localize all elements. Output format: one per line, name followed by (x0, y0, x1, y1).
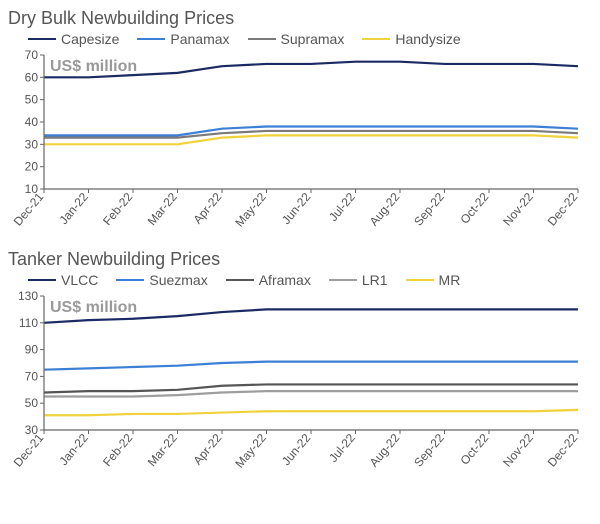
x-tick-label: Oct-22 (457, 431, 491, 468)
legend-label: Suezmax (149, 272, 207, 288)
legend-swatch (28, 279, 56, 281)
legend-item: Supramax (248, 31, 345, 47)
legend-swatch (137, 38, 165, 40)
x-tick-label: May-22 (232, 190, 269, 229)
chart-svg: 30507090110130Dec-21Jan-22Feb-22Mar-22Ap… (8, 290, 588, 470)
legend-item: VLCC (28, 272, 98, 288)
x-tick-label: Feb-22 (100, 190, 135, 228)
legend-label: Supramax (281, 31, 345, 47)
legend-swatch (116, 279, 144, 281)
y-tick-label: 70 (25, 49, 39, 62)
x-tick-label: Oct-22 (457, 190, 491, 227)
chart-svg: 10203040506070Dec-21Jan-22Feb-22Mar-22Ap… (8, 49, 588, 229)
x-tick-label: Jan-22 (56, 190, 91, 227)
legend-swatch (248, 38, 276, 40)
legend-item: Capesize (28, 31, 119, 47)
x-tick-label: Nov-22 (500, 431, 536, 470)
legend-item: Aframax (226, 272, 311, 288)
legend-item: Handysize (362, 31, 460, 47)
x-tick-label: Apr-22 (190, 431, 224, 468)
chart-legend: VLCC Suezmax Aframax LR1 MR (8, 272, 592, 288)
x-tick-label: Mar-22 (145, 190, 180, 228)
y-tick-label: 110 (19, 316, 38, 330)
legend-label: Handysize (395, 31, 460, 47)
chart-title: Tanker Newbuilding Prices (8, 249, 592, 270)
y-tick-label: 30 (25, 137, 39, 151)
x-tick-label: Jul-22 (326, 190, 358, 224)
x-tick-label: Aug-22 (367, 190, 403, 229)
legend-item: MR (406, 272, 461, 288)
y-tick-label: 60 (25, 70, 39, 84)
series-line (44, 362, 578, 370)
x-tick-label: Sep-22 (411, 190, 447, 229)
unit-label: US$ million (50, 299, 137, 316)
x-tick-label: Sep-22 (411, 431, 447, 470)
x-tick-label: Mar-22 (145, 431, 180, 469)
legend-swatch (28, 38, 56, 40)
x-tick-label: Aug-22 (367, 431, 403, 470)
x-tick-label: Jul-22 (326, 431, 358, 465)
legend-label: Capesize (61, 31, 119, 47)
y-tick-label: 90 (25, 343, 39, 357)
chart-block: Tanker Newbuilding Prices VLCC Suezmax Afra… (8, 249, 592, 470)
x-tick-label: Nov-22 (500, 190, 536, 229)
unit-label: US$ million (50, 58, 137, 75)
chart-block: Dry Bulk Newbuilding Prices Capesize Panam… (8, 8, 592, 229)
y-tick-label: 50 (25, 93, 39, 107)
legend-label: Panamax (170, 31, 229, 47)
chart-title: Dry Bulk Newbuilding Prices (8, 8, 592, 29)
legend-label: MR (439, 272, 461, 288)
legend-label: VLCC (61, 272, 98, 288)
legend-swatch (362, 38, 390, 40)
x-tick-label: Feb-22 (100, 431, 135, 469)
chart-legend: Capesize Panamax Supramax Handysize (8, 31, 592, 47)
x-tick-label: Jan-22 (56, 431, 91, 468)
y-tick-label: 130 (18, 290, 38, 303)
legend-swatch (406, 279, 434, 281)
x-tick-label: Jun-22 (279, 190, 314, 227)
x-tick-label: Dec-22 (545, 431, 581, 470)
x-tick-label: May-22 (232, 431, 269, 470)
legend-swatch (226, 279, 254, 281)
series-line (44, 410, 578, 415)
y-tick-label: 40 (25, 115, 39, 129)
legend-label: LR1 (362, 272, 388, 288)
y-tick-label: 50 (25, 396, 39, 410)
legend-item: Panamax (137, 31, 229, 47)
x-tick-label: Jun-22 (279, 431, 314, 468)
legend-item: LR1 (329, 272, 388, 288)
legend-swatch (329, 279, 357, 281)
y-tick-label: 20 (25, 160, 39, 174)
x-tick-label: Dec-22 (545, 190, 581, 229)
x-tick-label: Apr-22 (190, 190, 224, 227)
series-line (44, 131, 578, 138)
legend-label: Aframax (259, 272, 311, 288)
y-tick-label: 70 (25, 369, 39, 383)
legend-item: Suezmax (116, 272, 207, 288)
